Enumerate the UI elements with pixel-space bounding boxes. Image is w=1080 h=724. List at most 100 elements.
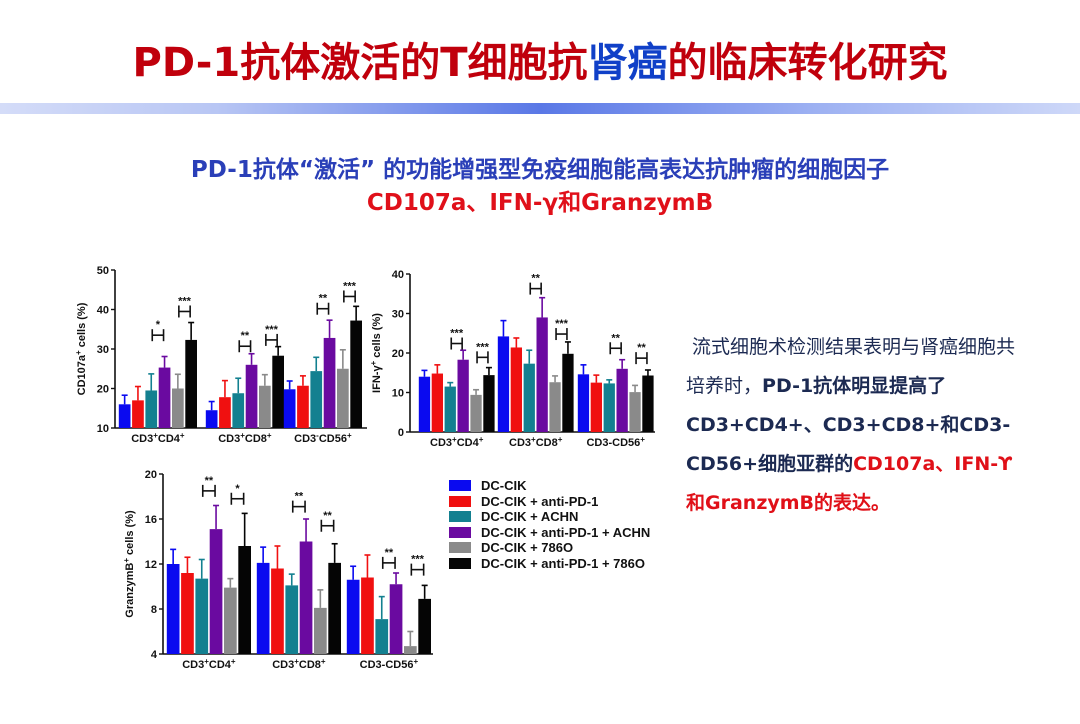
bar bbox=[256, 562, 270, 654]
bar bbox=[259, 385, 271, 428]
bar bbox=[346, 579, 360, 654]
bar bbox=[404, 646, 417, 654]
bar bbox=[209, 529, 223, 654]
subtitle-line2: CD107a、IFN-γ和GranzymB bbox=[366, 190, 714, 216]
bar bbox=[510, 347, 522, 432]
svg-text:CD3-CD56+: CD3-CD56+ bbox=[360, 657, 419, 671]
subtitle-line1: PD-1抗体“激活” 的功能增强型免疫细胞能高表达抗肿瘤的细胞因子 bbox=[190, 157, 890, 183]
bar bbox=[328, 562, 341, 654]
svg-text:***: *** bbox=[476, 341, 490, 353]
svg-text:**: ** bbox=[531, 273, 540, 285]
legend-swatch bbox=[449, 495, 471, 507]
bar bbox=[431, 373, 443, 432]
bar bbox=[337, 368, 349, 428]
legend-swatch bbox=[449, 557, 471, 569]
bar bbox=[224, 587, 237, 654]
bar bbox=[497, 336, 510, 432]
bar bbox=[232, 393, 245, 428]
svg-text:**: ** bbox=[295, 491, 304, 503]
bar bbox=[181, 573, 194, 654]
bar bbox=[375, 619, 389, 654]
svg-text:10: 10 bbox=[97, 423, 109, 435]
bar bbox=[285, 585, 299, 654]
svg-text:12: 12 bbox=[145, 559, 157, 571]
title-part2: 的临床转化研究 bbox=[667, 40, 948, 86]
svg-text:CD3+CD8+: CD3+CD8+ bbox=[272, 657, 326, 671]
svg-text:0: 0 bbox=[398, 427, 404, 439]
svg-text:20: 20 bbox=[145, 469, 157, 481]
svg-text:***: *** bbox=[450, 328, 464, 340]
bar bbox=[118, 404, 131, 428]
svg-text:***: *** bbox=[178, 295, 192, 307]
svg-text:***: *** bbox=[411, 554, 425, 566]
svg-text:CD3+CD4+: CD3+CD4+ bbox=[182, 657, 236, 671]
bar bbox=[314, 607, 327, 654]
bar bbox=[470, 394, 482, 432]
chart-legend: DC-CIK DC-CIK + anti-PD-1 DC-CIK + ACHN … bbox=[449, 478, 650, 571]
bar bbox=[577, 374, 590, 432]
conclusion-normal: 流式细胞术检测结果表明与肾癌细胞共培养时， bbox=[686, 336, 1016, 397]
legend-swatch bbox=[449, 480, 471, 492]
legend-item: DC-CIK + anti-PD-1 bbox=[449, 494, 650, 510]
page-title: PD-1抗体激活的T细胞抗肾癌的临床转化研究 bbox=[0, 30, 1080, 88]
svg-text:4: 4 bbox=[151, 649, 158, 661]
bar bbox=[272, 355, 284, 428]
svg-text:CD3+CD8+: CD3+CD8+ bbox=[218, 431, 272, 445]
bar bbox=[483, 375, 495, 432]
legend-item: DC-CIK + anti-PD-1 + ACHN bbox=[449, 525, 650, 541]
bar bbox=[616, 368, 628, 432]
svg-text:***: *** bbox=[555, 318, 569, 330]
bar bbox=[185, 339, 197, 428]
svg-text:8: 8 bbox=[151, 604, 157, 616]
bar bbox=[323, 337, 336, 428]
svg-text:**: ** bbox=[205, 475, 214, 487]
svg-text:**: ** bbox=[637, 342, 646, 354]
bar bbox=[158, 367, 171, 428]
bar bbox=[205, 410, 218, 428]
svg-text:40: 40 bbox=[392, 269, 404, 281]
svg-text:30: 30 bbox=[392, 309, 404, 321]
bar bbox=[350, 320, 362, 428]
header-divider-band bbox=[0, 103, 1080, 114]
bar bbox=[283, 389, 296, 428]
svg-text:16: 16 bbox=[145, 514, 157, 526]
svg-text:**: ** bbox=[611, 332, 620, 344]
svg-text:**: ** bbox=[241, 330, 250, 342]
svg-text:**: ** bbox=[385, 547, 394, 559]
bar bbox=[299, 541, 313, 654]
svg-text:***: *** bbox=[343, 280, 357, 292]
svg-text:CD107a+ cells (%): CD107a+ cells (%) bbox=[74, 302, 88, 395]
legend-label: DC-CIK + anti-PD-1 + ACHN bbox=[481, 524, 651, 540]
conclusion-red: CD107a、IFN-ϒ和GranzymB的表达。 bbox=[686, 453, 1013, 514]
bar bbox=[361, 577, 374, 654]
svg-text:20: 20 bbox=[392, 348, 404, 360]
bar bbox=[536, 317, 548, 432]
bar bbox=[166, 564, 180, 654]
bar bbox=[549, 382, 561, 432]
svg-text:10: 10 bbox=[392, 388, 404, 400]
conclusion-bold: PD-1抗体明显提高了CD3+CD4+、CD3+CD8+和CD3-CD56+细胞… bbox=[686, 375, 1011, 475]
bar bbox=[219, 397, 231, 428]
svg-text:*: * bbox=[156, 319, 161, 331]
bar bbox=[132, 400, 144, 428]
bar bbox=[271, 568, 284, 654]
legend-item: DC-CIK + ACHN bbox=[449, 509, 650, 525]
svg-text:CD3-CD56+: CD3-CD56+ bbox=[586, 435, 645, 449]
bar bbox=[642, 375, 654, 432]
title-highlight: 肾癌 bbox=[587, 40, 668, 86]
legend-label: DC-CIK + ACHN bbox=[481, 509, 579, 525]
legend-label: DC-CIK + anti-PD-1 + 786O bbox=[481, 555, 645, 571]
legend-label: DC-CIK bbox=[481, 478, 527, 494]
svg-text:**: ** bbox=[319, 293, 328, 305]
bar bbox=[195, 578, 209, 654]
legend-swatch bbox=[449, 511, 471, 523]
svg-text:20: 20 bbox=[97, 384, 109, 396]
bar bbox=[297, 385, 309, 428]
bar bbox=[523, 363, 535, 432]
svg-text:CD3+CD4+: CD3+CD4+ bbox=[430, 435, 484, 449]
svg-text:CD3+CD8+: CD3+CD8+ bbox=[509, 435, 563, 449]
svg-text:CD3+CD4+: CD3+CD4+ bbox=[131, 431, 185, 445]
